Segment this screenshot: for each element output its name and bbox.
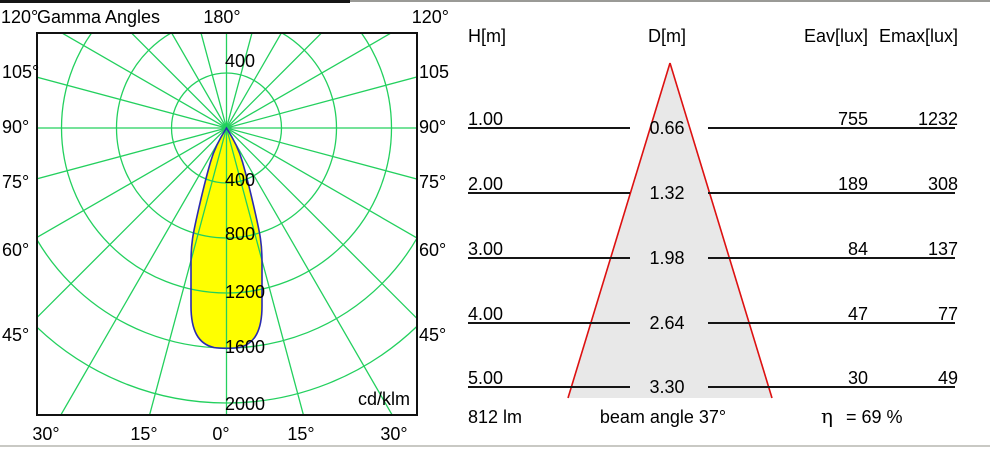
row-line-left bbox=[468, 192, 630, 194]
d-value: 1.32 bbox=[649, 183, 685, 203]
angle-label-top-left-120: 120° bbox=[1, 7, 38, 27]
angle-label-bottom-15l: 15° bbox=[130, 424, 157, 444]
angle-label-bottom-0: 0° bbox=[212, 424, 229, 444]
angle-label-bottom-30l: 30° bbox=[32, 424, 59, 444]
d-value: 1.98 bbox=[649, 248, 685, 268]
h-value: 5.00 bbox=[468, 368, 504, 388]
header-h: H[m] bbox=[468, 26, 506, 46]
row-line-right bbox=[708, 386, 955, 388]
row-line-right bbox=[708, 257, 955, 259]
top-border-left bbox=[0, 0, 350, 3]
row-line-left bbox=[468, 386, 630, 388]
row-line-left bbox=[468, 127, 630, 129]
angle-label-top-right-120: 120° bbox=[412, 7, 449, 27]
row-line-right bbox=[708, 127, 955, 129]
h-value: 2.00 bbox=[468, 174, 504, 194]
angle-label-left-75: 75° bbox=[2, 172, 29, 192]
ring-label-2000: 2000 bbox=[225, 394, 265, 414]
eav-value: 30 bbox=[847, 368, 868, 388]
h-value: 3.00 bbox=[468, 239, 504, 259]
angle-label-top-180: 180° bbox=[203, 7, 240, 27]
beam-cone-shape bbox=[568, 63, 772, 398]
eav-value: 755 bbox=[837, 109, 868, 129]
ring-label-800: 800 bbox=[225, 224, 255, 244]
angle-label-right-105: 105° bbox=[419, 62, 450, 82]
angle-label-bottom-15r: 15° bbox=[287, 424, 314, 444]
angle-label-left-90: 90° bbox=[2, 117, 29, 137]
top-border-right bbox=[350, 0, 990, 2]
ring-label-1600: 1600 bbox=[225, 337, 265, 357]
eav-value: 84 bbox=[847, 239, 868, 259]
polar-frame bbox=[36, 32, 418, 416]
d-value: 2.64 bbox=[649, 313, 685, 333]
luminous-flux-label: 812 lm bbox=[468, 407, 523, 427]
h-value: 1.00 bbox=[468, 109, 504, 129]
angle-label-bottom-30r: 30° bbox=[380, 424, 407, 444]
eta-symbol: η bbox=[821, 404, 833, 428]
eta-value: = 69 % bbox=[845, 407, 903, 427]
eav-value: 189 bbox=[837, 174, 868, 194]
row-line-left bbox=[468, 257, 630, 259]
row-line-right bbox=[708, 322, 955, 324]
header-emax: Emax[lux] bbox=[878, 26, 958, 46]
emax-value: 77 bbox=[937, 304, 958, 324]
angle-label-right-45: 45° bbox=[419, 325, 446, 345]
d-value: 3.30 bbox=[649, 377, 685, 397]
efficiency-label: η = 69 % bbox=[821, 406, 903, 428]
beam-angle-label: beam angle 37° bbox=[599, 407, 727, 427]
intensity-curve-outline bbox=[190, 126, 263, 350]
emax-value: 1232 bbox=[917, 109, 958, 129]
row-line-left bbox=[468, 322, 630, 324]
bottom-border bbox=[0, 445, 990, 447]
unit-label: cd/klm bbox=[358, 389, 410, 409]
beam-cone-edges bbox=[567, 62, 773, 399]
angle-label-left-60: 60° bbox=[2, 240, 29, 260]
h-value: 4.00 bbox=[468, 304, 504, 324]
emax-value: 137 bbox=[927, 239, 958, 259]
header-d: D[m] bbox=[648, 26, 686, 46]
row-line-right bbox=[708, 192, 955, 194]
emax-value: 49 bbox=[937, 368, 958, 388]
ring-label-400-top: 400 bbox=[225, 51, 255, 71]
angle-label-right-90: 90° bbox=[419, 117, 446, 137]
d-value: 0.66 bbox=[649, 118, 685, 138]
header-eav: Eav[lux] bbox=[803, 26, 868, 46]
angle-label-right-60: 60° bbox=[419, 240, 446, 260]
ring-label-1200: 1200 bbox=[225, 282, 265, 302]
polar-title: Gamma Angles bbox=[37, 7, 160, 27]
angle-label-left-45: 45° bbox=[2, 325, 29, 345]
angle-label-right-75: 75° bbox=[419, 172, 446, 192]
angle-label-left-105: 105° bbox=[2, 62, 39, 82]
emax-value: 308 bbox=[927, 174, 958, 194]
eav-value: 47 bbox=[847, 304, 868, 324]
polar-intensity-chart: 400 400 800 1200 1600 2000 cd/klm 120° G… bbox=[1, 7, 450, 444]
ring-label-400: 400 bbox=[225, 170, 255, 190]
